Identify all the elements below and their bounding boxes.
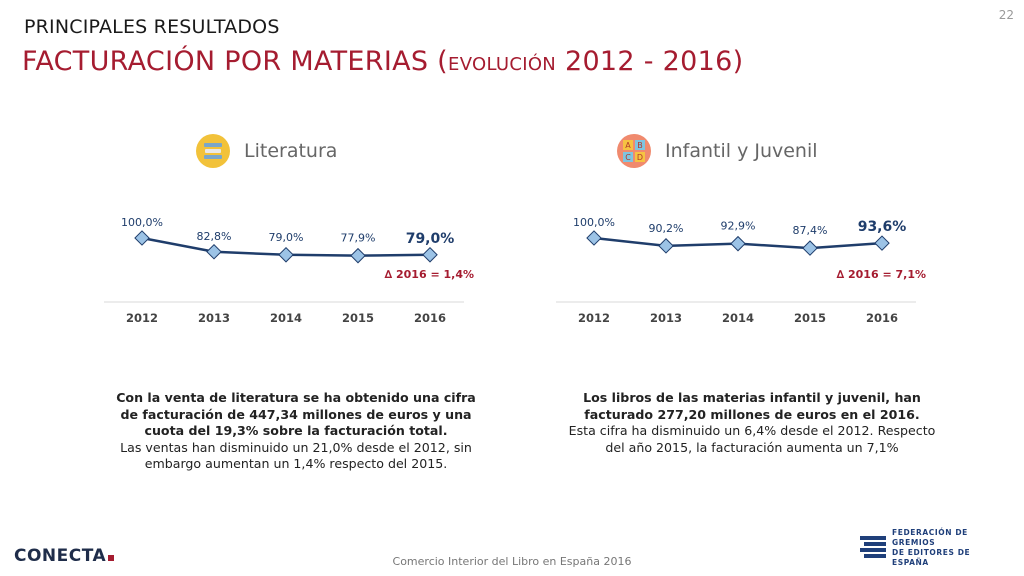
category-label-2014: 2014 bbox=[270, 311, 302, 325]
footer-text: Comercio Interior del Libro en España 20… bbox=[392, 555, 632, 568]
infantil-description: Los libros de las materias infantil y ju… bbox=[567, 390, 937, 456]
category-label-2012: 2012 bbox=[578, 311, 610, 325]
block-letter-c: C bbox=[625, 153, 631, 162]
data-point-2015 bbox=[802, 240, 818, 256]
data-point-2013 bbox=[658, 238, 674, 254]
literatura-desc-normal: Las ventas han disminuido un 21,0% desde… bbox=[120, 439, 472, 472]
literatura-description: Con la venta de literatura se ha obtenid… bbox=[111, 390, 481, 473]
value-label-2013: 90,2% bbox=[649, 222, 684, 235]
block-letter-b: B bbox=[637, 141, 643, 150]
category-label-2013: 2013 bbox=[198, 311, 230, 325]
value-label-2012: 100,0% bbox=[573, 216, 615, 229]
data-point-2012 bbox=[134, 230, 150, 246]
infantil-header: A B C D Infantil y Juvenil bbox=[617, 134, 818, 168]
value-label-2014: 79,0% bbox=[269, 231, 304, 244]
page-title: FACTURACIÓN POR MATERIAS (EVOLUCIÓN 2012… bbox=[22, 46, 743, 77]
value-label-2014: 92,9% bbox=[721, 220, 756, 233]
category-label-2014: 2014 bbox=[722, 311, 754, 325]
category-label-2016: 2016 bbox=[866, 311, 898, 325]
infantil-desc-normal: Esta cifra ha disminuido un 6,4% desde e… bbox=[568, 423, 936, 455]
infantil-desc-bold: Los libros de las materias infantil y ju… bbox=[583, 390, 921, 422]
category-label-2015: 2015 bbox=[794, 311, 826, 325]
value-label-2016: 93,6% bbox=[858, 219, 907, 235]
conecta-logo-dot bbox=[108, 555, 115, 561]
org-line2: DE EDITORES DE ESPAÑA bbox=[892, 548, 971, 567]
value-label-2015: 87,4% bbox=[793, 224, 828, 237]
page-supertitle: PRINCIPALES RESULTADOS bbox=[24, 16, 280, 38]
infantil-label: Infantil y Juvenil bbox=[665, 140, 818, 162]
data-point-2014 bbox=[278, 247, 294, 263]
fgee-emblem-icon bbox=[860, 536, 886, 558]
data-point-2016 bbox=[422, 247, 438, 263]
data-point-2014 bbox=[730, 235, 746, 252]
title-small: EVOLUCIÓN bbox=[448, 54, 557, 75]
conecta-logo-text: CONECTA bbox=[14, 546, 107, 566]
abcd-blocks-icon: A B C D bbox=[617, 134, 651, 168]
fgee-org-name: FEDERACIÓN DE GREMIOS DE EDITORES DE ESP… bbox=[892, 528, 1004, 568]
data-point-2013 bbox=[206, 243, 222, 260]
category-label-2013: 2013 bbox=[650, 311, 682, 325]
title-end: 2012 - 2016) bbox=[556, 46, 744, 77]
page-number: 22 bbox=[998, 8, 1014, 22]
category-label-2012: 2012 bbox=[126, 311, 158, 325]
fgee-logo: FEDERACIÓN DE GREMIOS DE EDITORES DE ESP… bbox=[860, 528, 1004, 568]
books-icon bbox=[196, 134, 230, 168]
category-label-2016: 2016 bbox=[414, 311, 446, 325]
category-label-2015: 2015 bbox=[342, 311, 374, 325]
literatura-line-chart: 100,0% 2012 82,8% 2013 79,0% 2014 77,9% 2015 79,… bbox=[104, 216, 475, 325]
delta-annotation: ∆ 2016 = 7,1% bbox=[837, 268, 927, 281]
title-main: FACTURACIÓN POR MATERIAS ( bbox=[22, 46, 449, 77]
delta-annotation: ∆ 2016 = 1,4% bbox=[385, 268, 475, 281]
value-label-2015: 77,9% bbox=[341, 232, 376, 245]
data-point-2012 bbox=[586, 230, 602, 246]
literatura-label: Literatura bbox=[244, 140, 338, 162]
conecta-logo: CONECTA bbox=[14, 546, 115, 566]
abcd-blocks-svg: A B C D bbox=[623, 140, 645, 162]
block-letter-d: D bbox=[637, 153, 643, 162]
literatura-desc-bold: Con la venta de literatura se ha obtenid… bbox=[116, 390, 476, 438]
data-point-2015 bbox=[350, 247, 366, 264]
infantil-line-chart: 100,0% 2012 90,2% 2013 92,9% 2014 87,4% 2015 93,… bbox=[556, 216, 927, 325]
value-label-2012: 100,0% bbox=[121, 216, 163, 229]
literatura-header: Literatura bbox=[196, 134, 337, 168]
value-label-2013: 82,8% bbox=[197, 230, 232, 243]
value-label-2016: 79,0% bbox=[406, 231, 455, 247]
data-point-2016 bbox=[874, 235, 890, 251]
org-line1: FEDERACIÓN DE GREMIOS bbox=[892, 528, 968, 547]
block-letter-a: A bbox=[625, 141, 631, 150]
